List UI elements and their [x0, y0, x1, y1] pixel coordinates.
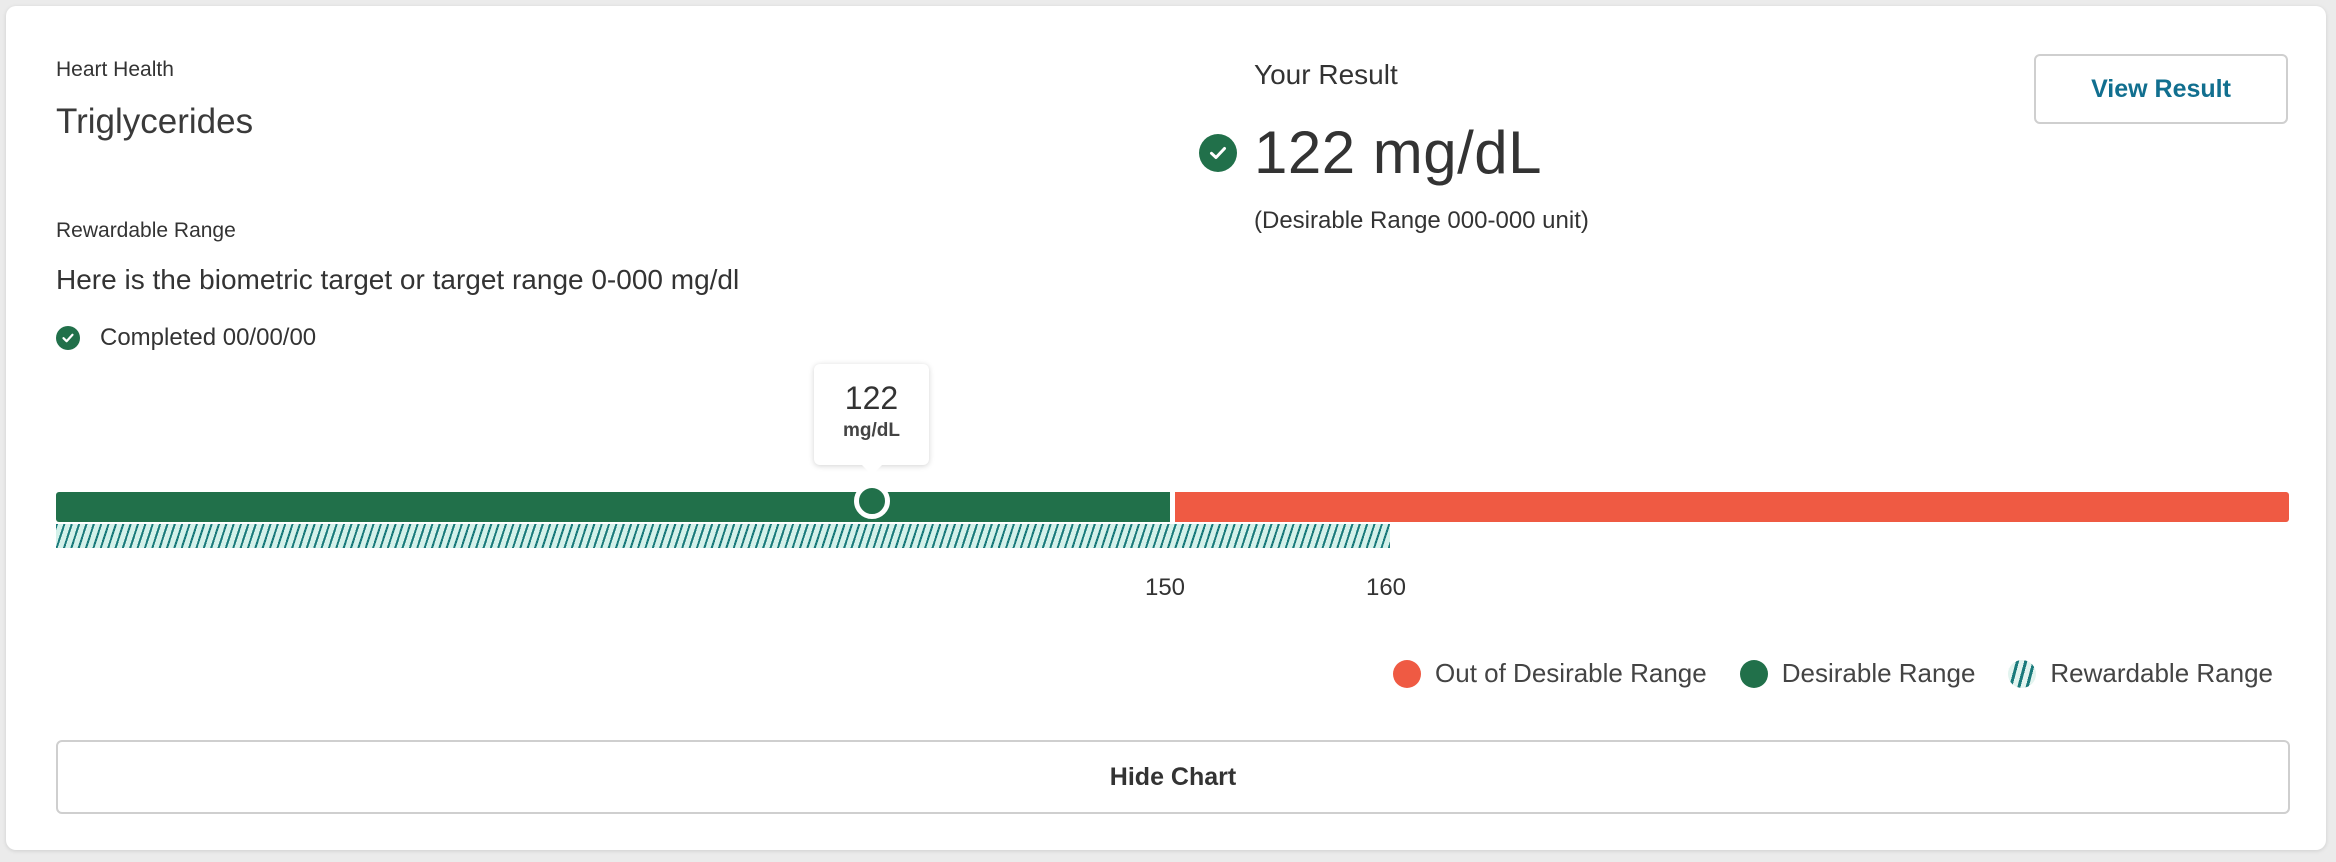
result-value: 122 mg/dL — [1254, 119, 1543, 186]
tick-label: 150 — [1144, 574, 1186, 601]
legend-item-desirable: Desirable Range — [1739, 658, 1976, 689]
your-result-heading: Your Result — [1254, 59, 1398, 90]
tick-label: 160 — [1365, 574, 1407, 601]
result-marker — [854, 483, 890, 519]
check-circle-icon — [56, 326, 80, 350]
legend-label: Rewardable Range — [2050, 658, 2273, 688]
result-value-row: 122 mg/dL — [1199, 118, 1542, 187]
legend-label: Desirable Range — [1781, 658, 1976, 688]
rewardable-range-label: Rewardable Range — [56, 219, 236, 242]
result-tooltip: 122 mg/dL — [814, 364, 929, 475]
out-of-range-bar — [1175, 492, 2289, 522]
legend-item-rewardable: Rewardable Range — [2008, 658, 2273, 689]
desirable-range-bar — [56, 492, 1170, 522]
green-dot-icon — [1739, 659, 1768, 688]
desirable-range-note: (Desirable Range 000-000 unit) — [1254, 207, 1589, 234]
chart-legend: Out of Desirable Range Desirable Range R… — [1360, 658, 2273, 689]
check-circle-icon — [1199, 133, 1237, 172]
metric-title: Triglycerides — [56, 102, 254, 141]
legend-item-out-of-range: Out of Desirable Range — [1393, 658, 1707, 689]
completed-date: Completed 00/00/00 — [100, 324, 317, 351]
tooltip-value: 122 — [844, 380, 899, 416]
view-result-button[interactable]: View Result — [2034, 54, 2288, 124]
triglycerides-card: Heart Health Triglycerides Rewardable Ra… — [6, 6, 2326, 850]
red-dot-icon — [1393, 659, 1422, 688]
completed-status: Completed 00/00/00 — [56, 324, 316, 352]
legend-label: Out of Desirable Range — [1435, 658, 1707, 688]
rewardable-range-description: Here is the biometric target or target r… — [56, 264, 740, 295]
hatch-pattern-icon — [2008, 659, 2037, 688]
rewardable-range-bar — [56, 524, 1390, 548]
category-label: Heart Health — [56, 58, 174, 81]
tooltip-unit: mg/dL — [843, 420, 900, 441]
hide-chart-button[interactable]: Hide Chart — [56, 740, 2290, 814]
